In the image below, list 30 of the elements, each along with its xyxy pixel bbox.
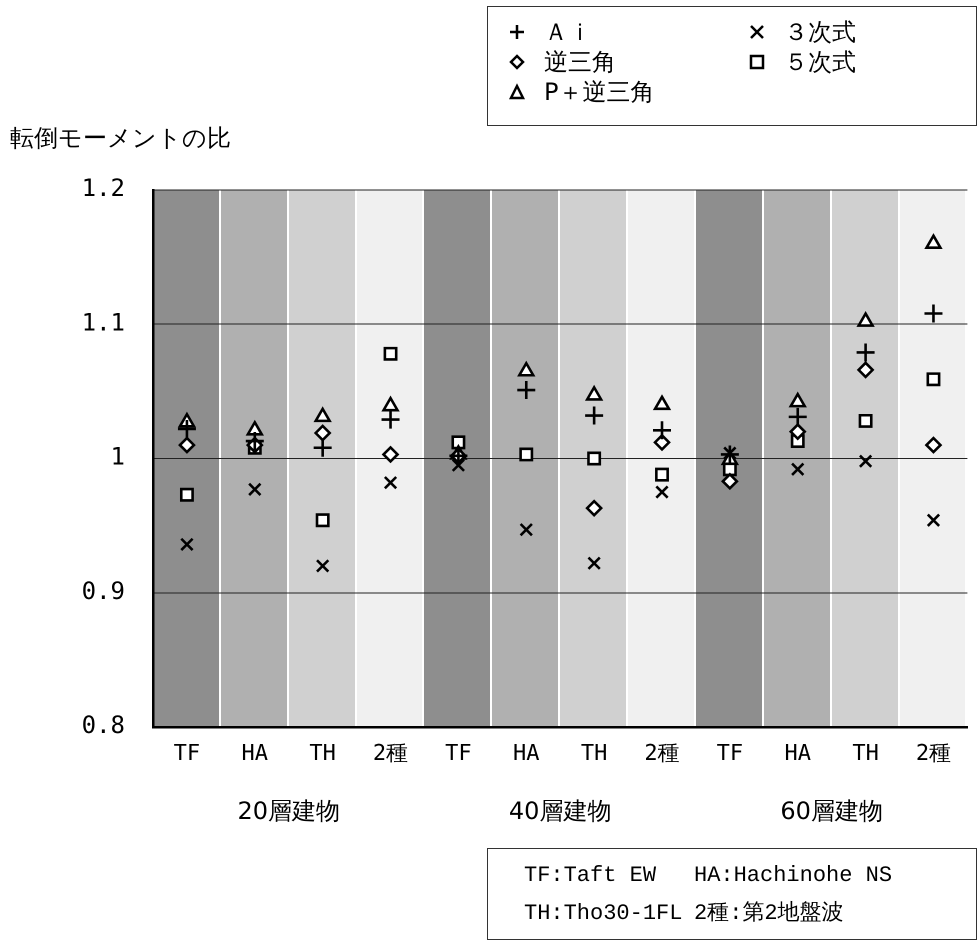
text: 20層建物 bbox=[237, 796, 340, 827]
text: 40層建物 bbox=[508, 796, 612, 827]
y-tick-label: 1.1 bbox=[82, 308, 125, 336]
text: TH:Tho30-1FL bbox=[524, 901, 684, 928]
text: HA:Hachinohe NS bbox=[694, 863, 894, 890]
legend-label: ３次式 bbox=[784, 17, 856, 48]
x-tick-label: HA bbox=[513, 740, 540, 766]
x-tick-label: HA bbox=[784, 740, 811, 766]
legend-label: Ａｉ bbox=[544, 17, 592, 48]
text: 2種:第2地盤波 bbox=[694, 901, 845, 928]
legend-label: P＋逆三角 bbox=[544, 77, 654, 108]
x-tick-label: TH bbox=[580, 740, 608, 766]
legend-label: 逆三角 bbox=[544, 47, 616, 78]
x-tick-label: TH bbox=[309, 740, 336, 766]
x-tick-label: TH bbox=[852, 740, 879, 766]
x-tick-label: 2種 bbox=[644, 740, 680, 766]
y-tick-label: 0.8 bbox=[82, 711, 125, 740]
x-tick-label: HA bbox=[242, 740, 268, 766]
y-tick-label: 1 bbox=[110, 442, 125, 471]
x-tick-label: TF bbox=[716, 740, 744, 766]
x-tick-label: TF bbox=[445, 740, 472, 766]
y-tick-label: 0.9 bbox=[82, 576, 125, 605]
x-tick-label: 2種 bbox=[916, 740, 952, 766]
y-axis-title: 転倒モーメントの比 bbox=[10, 123, 231, 154]
legend-label: ５次式 bbox=[784, 47, 856, 78]
y-tick-label: 1.2 bbox=[82, 174, 125, 202]
x-tick-label: TF bbox=[174, 740, 200, 766]
x-tick-label: 2種 bbox=[372, 740, 408, 766]
text: TF:Taft EW bbox=[524, 863, 658, 890]
text: 60層建物 bbox=[780, 796, 883, 827]
